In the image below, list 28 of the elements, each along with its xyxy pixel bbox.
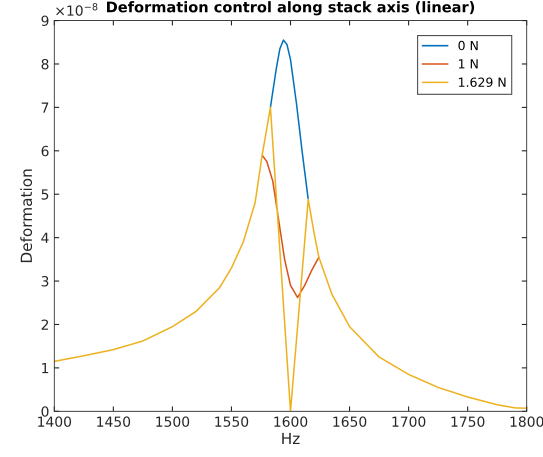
x-tick-label: 1700 <box>392 416 426 427</box>
y-tick-label: 1 <box>42 363 48 374</box>
x-tick-label: 1450 <box>97 416 130 427</box>
text: ×10$^{−8}$ <box>56 3 98 16</box>
y-tick-label: 3 <box>42 276 48 287</box>
chart-title: Deformation control along stack axis (linear) <box>107 1 474 16</box>
y-tick-label: 4 <box>41 232 49 243</box>
y-tick-label: 7 <box>42 102 48 113</box>
line-series <box>261 154 320 298</box>
x-axis-title: Hz <box>282 432 300 444</box>
line-series <box>270 39 309 200</box>
x-tick-label: 1400 <box>38 416 72 427</box>
x-tick-label: 1550 <box>215 416 248 427</box>
y-axis-title: Deformation <box>20 170 32 262</box>
x-tick-label: 1800 <box>510 416 543 427</box>
x-tick-label: 1500 <box>156 416 190 427</box>
y-tick-label: 9 <box>41 16 48 26</box>
x-tick-label: 1750 <box>452 416 484 427</box>
y-tick-label: 2 <box>42 319 48 330</box>
y-tick-label: 5 <box>42 189 48 200</box>
legend-label: 1.629 N <box>458 77 506 87</box>
y-tick-label: 0 <box>42 406 49 417</box>
y-tick-label: 8 <box>42 58 48 70</box>
x-tick-label: 1650 <box>333 416 366 427</box>
y-tick-label: 6 <box>42 146 49 156</box>
legend-label: 0 N <box>458 40 478 50</box>
legend-label: 1 N <box>458 59 478 68</box>
x-tick-label: 1600 <box>274 416 308 427</box>
